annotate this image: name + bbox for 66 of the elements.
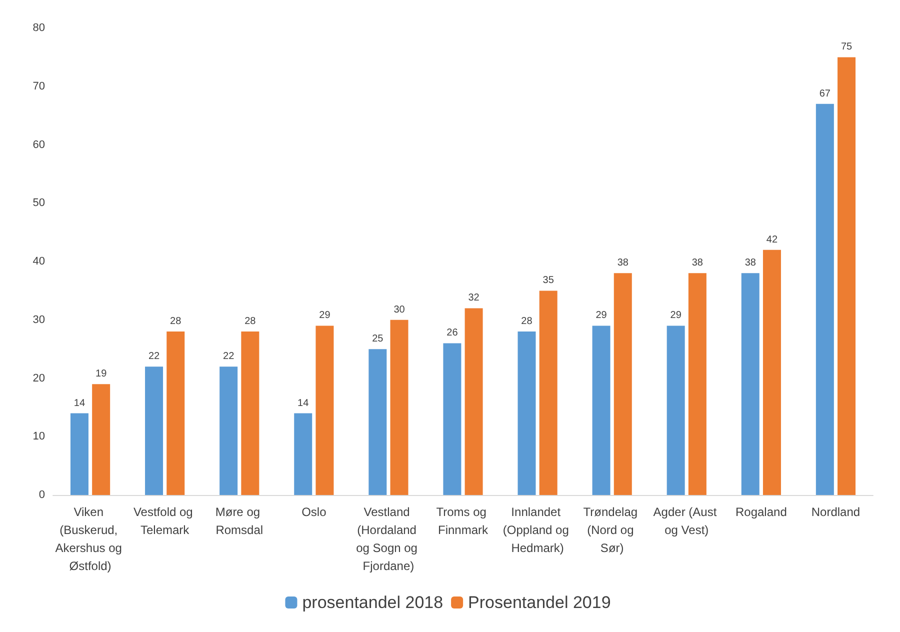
data-label: 19: [96, 368, 108, 380]
bar: [688, 273, 706, 495]
y-tick-label: 50: [32, 197, 45, 210]
data-label: 35: [542, 275, 554, 286]
data-label: 22: [148, 351, 160, 362]
bar: [666, 326, 685, 495]
data-label: 28: [244, 316, 256, 328]
x-tick-label: Møre og Romsdal: [215, 505, 264, 537]
x-tick-label: Viken (Buskerud, Akershus og Østfold): [55, 505, 126, 573]
data-label: 38: [692, 258, 704, 269]
data-label: 29: [596, 310, 608, 322]
bar: [145, 366, 164, 495]
y-tick-label: 0: [38, 489, 45, 501]
y-tick-label: 30: [32, 314, 45, 326]
bar: [539, 290, 558, 495]
bar: [241, 332, 260, 495]
y-tick-label: 80: [32, 22, 45, 34]
data-label: 32: [468, 292, 480, 304]
bar: [70, 413, 88, 495]
bar: [368, 349, 387, 495]
data-label: 30: [394, 304, 406, 316]
data-label: 38: [617, 258, 629, 269]
x-tick-label: Innlandet (Oppland og Hedmark): [502, 505, 572, 555]
x-tick-label: Agder (Aust og Vest): [653, 505, 720, 537]
data-label: 28: [170, 316, 182, 328]
data-label: 22: [223, 351, 235, 362]
bar: [316, 326, 334, 495]
x-tick-label: Vestland (Hordaland og Sogn og Fjordane): [356, 505, 421, 573]
data-label: 26: [446, 328, 458, 339]
y-tick-label: 60: [32, 138, 45, 151]
data-label: 14: [298, 398, 310, 409]
bar: [762, 250, 781, 495]
x-tick-label: Vestfold og Telemark: [133, 505, 196, 537]
legend-label: prosentandel 2018: [302, 593, 444, 612]
data-label: 25: [372, 334, 384, 345]
bar: [518, 332, 536, 495]
bar: [614, 273, 632, 495]
bar: [390, 320, 408, 495]
x-tick-label: Troms og Finnmark: [436, 505, 490, 537]
data-label: 42: [766, 234, 778, 246]
x-tick-label: Trøndelag (Nord og Sør): [583, 505, 641, 555]
bar: [443, 343, 462, 495]
x-tick-label: Oslo: [302, 505, 327, 519]
y-tick-label: 40: [32, 256, 45, 268]
data-label: 67: [819, 88, 831, 100]
y-tick-label: 10: [32, 430, 45, 443]
x-tick-label: Nordland: [811, 505, 860, 519]
data-label: 28: [521, 316, 533, 328]
bar: [741, 273, 760, 495]
bar: [838, 57, 856, 495]
data-label: 29: [670, 310, 682, 322]
x-tick-label: Rogaland: [735, 505, 787, 519]
data-label: 29: [319, 310, 331, 322]
y-tick-label: 70: [32, 80, 45, 92]
bar: [92, 384, 110, 495]
y-tick-label: 20: [32, 372, 45, 384]
bar: [166, 332, 185, 495]
bar: [220, 366, 238, 495]
bar: [464, 308, 483, 495]
bar: [816, 104, 834, 495]
data-label: 75: [840, 42, 853, 53]
bar: [592, 326, 610, 495]
data-label: 14: [74, 398, 86, 409]
bar: [294, 413, 312, 495]
data-label: 38: [744, 258, 756, 269]
legend-label: Prosentandel 2019: [468, 593, 611, 612]
